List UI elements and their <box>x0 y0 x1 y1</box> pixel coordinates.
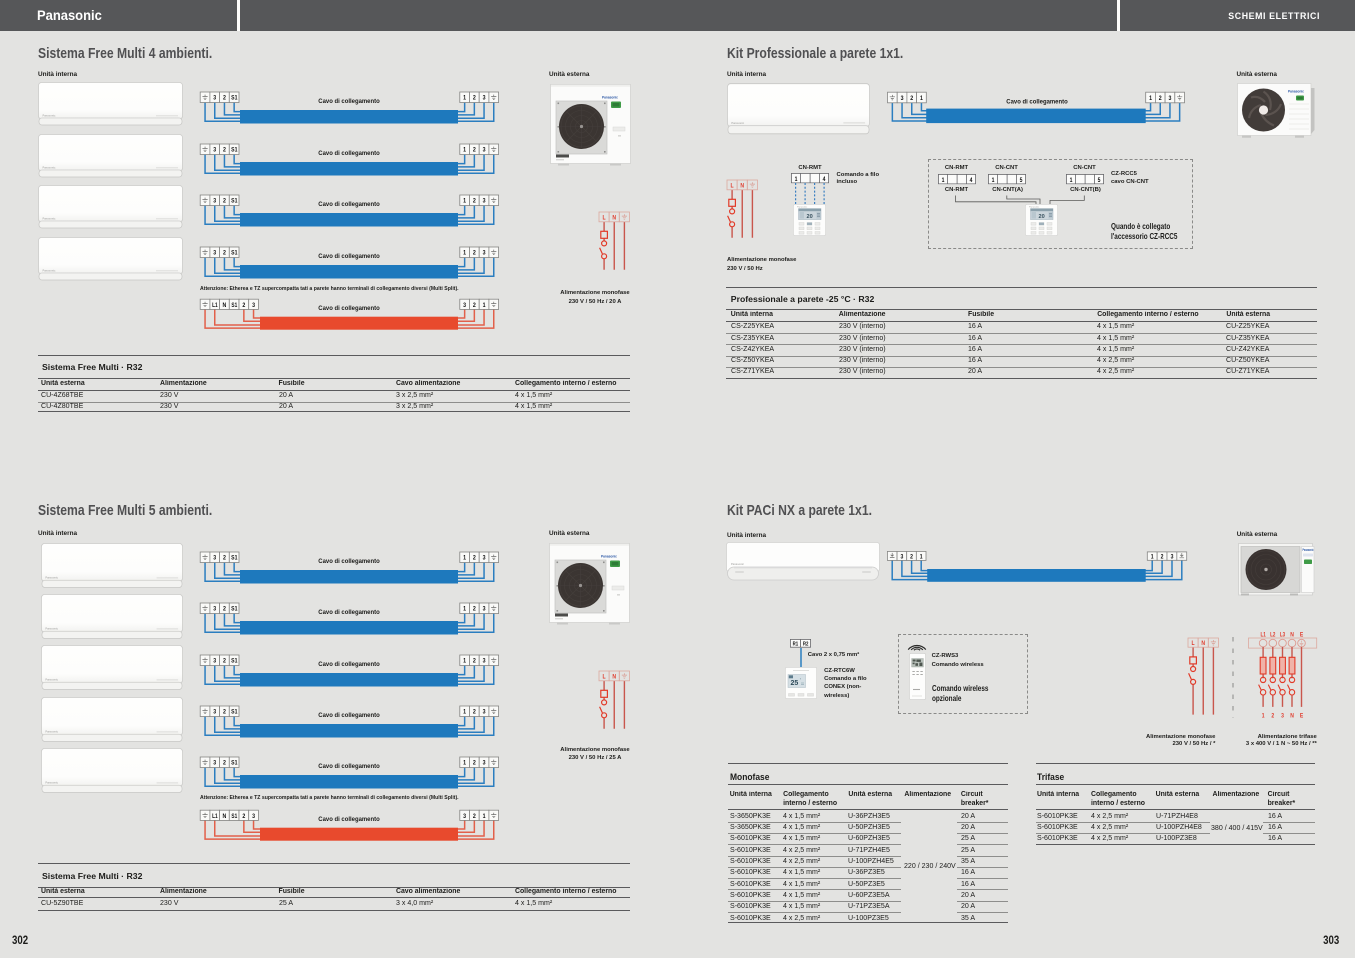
svg-text:4: 4 <box>822 176 826 183</box>
svg-text:4: 4 <box>969 177 973 184</box>
svg-text:1: 1 <box>794 176 798 183</box>
svg-text:R1: R1 <box>792 641 798 648</box>
svg-text:1: 1 <box>941 177 945 184</box>
svg-text:5: 5 <box>1097 177 1101 184</box>
svg-text:R2: R2 <box>802 641 808 648</box>
svg-text:5: 5 <box>1019 177 1023 184</box>
svg-text:1: 1 <box>1069 177 1073 184</box>
svg-text:1: 1 <box>991 177 995 184</box>
